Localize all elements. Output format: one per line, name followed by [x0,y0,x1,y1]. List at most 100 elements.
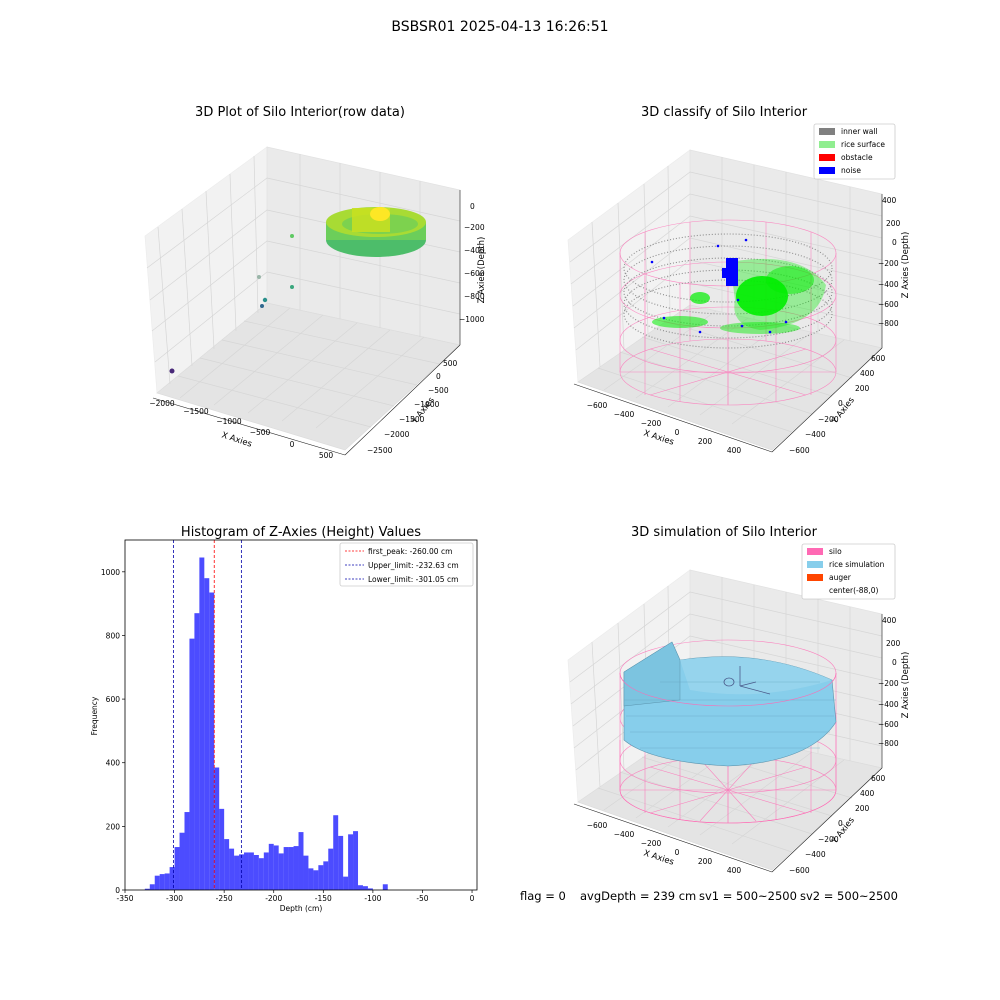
classify-xtick: 0 [675,428,680,437]
raw-xtick: 500 [319,451,334,460]
hist-ylabel: Frequency [90,696,99,735]
hist-xtick-label: -100 [364,894,381,903]
classify-ytick: 200 [855,384,870,393]
sim-ztick: −400 [878,700,899,709]
noise-points [650,238,788,334]
raw-ztick: −600 [464,269,485,278]
sim-legend: silo rice simulation auger center(-88,0) [801,543,896,600]
classify-ytick: 0 [838,399,843,408]
hist-bar [179,832,185,890]
footer-status: flag = 0 avgDepth = 239 cm sv1 = 500~250… [520,889,898,903]
raw-ztick: −400 [464,246,485,255]
raw-ytick: −2000 [384,430,410,439]
panel-raw-3d: 3D Plot of Silo Interior(row data) [144,105,487,460]
sim-y-ticks: −600 −400 −200 0 200 400 600 [789,774,886,875]
raw-ztick: −800 [464,292,485,301]
classify-ylabel: Y Axies [829,395,857,427]
hist-bar [234,855,240,890]
legend-swatch-rice-surface [819,141,835,148]
classify-xtick: −200 [641,419,662,428]
classify-ytick: −600 [789,446,810,455]
raw-xtick: 0 [290,440,295,449]
footer-sv1: sv1 = 500~2500 [699,889,797,903]
hist-bar [348,834,354,890]
classify-ytick: 600 [871,354,886,363]
raw-axis-lines [152,190,461,456]
hist-xtick-label: 0 [470,894,475,903]
sim-x-ticks: −600 −400 −200 0 200 400 [587,821,742,875]
hist-xlabel: Depth (cm) [280,904,323,913]
hist-bar [154,875,160,890]
classify-ztick: −600 [878,300,899,309]
sim-xtick: −600 [587,821,608,830]
hist-bar [258,858,264,890]
sim-ytick: −600 [789,866,810,875]
hist-bar [214,767,220,890]
classify-legend: inner wall rice surface obstacle noise [813,123,896,180]
classify-ztick: −200 [878,259,899,268]
legend-swatch-rice-simulation [807,561,823,568]
legend-swatch-noise [819,167,835,174]
classify-xtick: −600 [587,401,608,410]
hist-bar [353,831,359,890]
raw-ytick: −2500 [367,446,393,455]
footer-avg-depth: avgDepth = 239 cm [580,889,696,903]
sim-ytick: 400 [860,789,875,798]
rice-simulation-surface [623,641,837,767]
classify-ytick: 400 [860,369,875,378]
legend-label-noise: noise [841,166,861,175]
hist-bar [174,847,180,890]
raw-xtick: −500 [250,428,271,437]
hist-frame [124,539,478,891]
hist-bar [273,845,279,890]
hist-bar [288,847,294,890]
sim-ytick: 200 [855,804,870,813]
sim-ztick: 200 [886,639,901,648]
legend-label-rice-simulation: rice simulation [829,560,885,569]
hist-y-ticks: 0 200 400 600 800 1000 [101,568,125,895]
hist-bar [253,855,259,890]
raw-z-ticks: 0 −200 −400 −600 −800 −1000 [459,202,485,324]
hist-bar [293,846,299,890]
classify-xtick: 200 [698,437,713,446]
sim-ztick: 0 [892,658,897,667]
classify-ztick: 400 [882,196,897,205]
legend-label-center: center(-88,0) [829,586,878,595]
sim-xtick: 200 [698,857,713,866]
hist-bar [229,848,235,890]
sim-ylabel: Y Axies [829,815,857,847]
classify-xlabel: X Axies [642,428,675,447]
hist-bar [308,868,314,890]
sim-xlabel: X Axies [642,848,675,867]
hist-bar [283,847,289,890]
footer-flag: flag = 0 [520,889,566,903]
raw-title: 3D Plot of Silo Interior(row data) [195,105,405,120]
hist-xtick-label: -50 [416,894,428,903]
hist-bar [199,557,205,890]
hist-xtick-label: -350 [116,894,133,903]
hist-bar [362,886,368,890]
raw-ytick: −1000 [414,400,440,409]
sim-ztick: −200 [878,679,899,688]
hist-bars [144,557,388,890]
classify-x-ticks: −600 −400 −200 0 200 400 [587,401,742,455]
hist-xtick-label: -150 [315,894,332,903]
raw-ytick: −500 [428,386,449,395]
raw-ytick: −1500 [399,415,425,424]
classify-ztick: 200 [886,219,901,228]
hist-bar [219,808,225,890]
classify-zlabel: Z Axies (Depth) [901,232,911,299]
raw-xlabel: X Axies [220,430,253,449]
hist-bar [333,815,339,890]
legend-swatch-obstacle [819,154,835,161]
classify-title: 3D classify of Silo Interior [641,105,808,120]
hist-bar [159,874,165,890]
classify-grid [569,157,883,433]
raw-ztick: 0 [470,202,475,211]
hist-bar [268,843,274,890]
sim-ytick: −400 [805,850,826,859]
sim-axis-lines [573,614,883,873]
legend-swatch-silo [807,548,823,555]
raw-ring [326,207,426,257]
sim-xtick: −400 [614,830,635,839]
